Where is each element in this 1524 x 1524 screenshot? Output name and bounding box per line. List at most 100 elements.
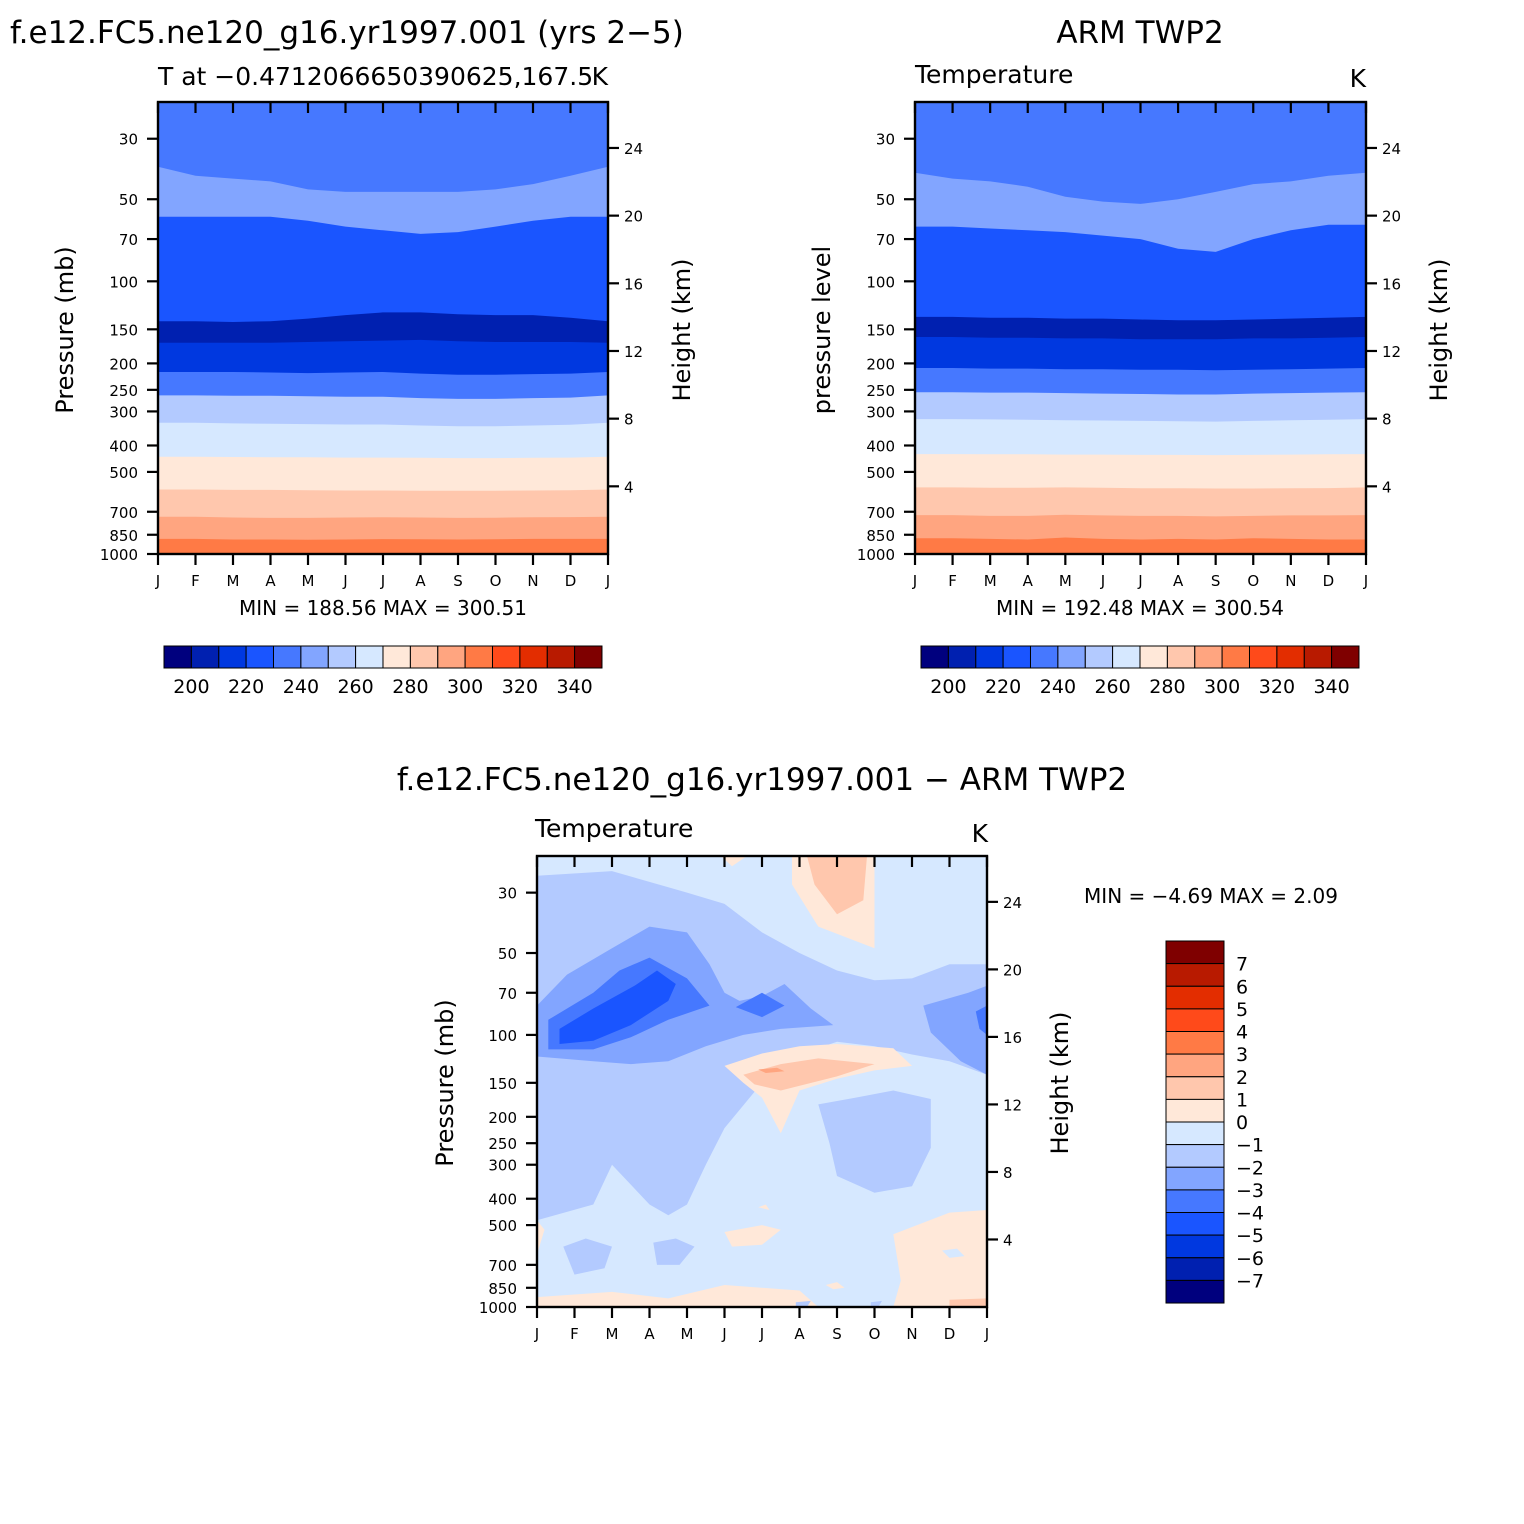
colorbar-box	[1276, 645, 1305, 669]
colorbar-label: 5	[1236, 999, 1248, 1021]
colorbar-label: −5	[1236, 1225, 1264, 1247]
y-tick-label: 70	[119, 231, 138, 249]
colorbar-box	[492, 645, 521, 669]
obs-panel-title: ARM TWP2	[1056, 15, 1223, 51]
y-right-tick-label: 12	[1382, 343, 1401, 361]
y-tick-label: 300	[109, 403, 138, 421]
y-tick-label: 700	[488, 1257, 517, 1275]
x-tick-label: N	[527, 572, 538, 590]
plot-field	[915, 102, 1366, 554]
y-tick-label: 30	[119, 131, 138, 149]
y-tick-label: 200	[488, 1109, 517, 1127]
x-tick-label: A	[644, 1325, 655, 1343]
x-tick-label: M	[227, 572, 240, 590]
y-tick-label: 500	[109, 464, 138, 482]
y-tick-label: 30	[876, 131, 895, 149]
colorbar-box	[437, 645, 466, 669]
colorbar-label: −4	[1236, 1203, 1264, 1225]
diff-panel-stats: MIN = −4.69 MAX = 2.09	[1084, 884, 1338, 908]
colorbar-box	[1165, 1008, 1225, 1033]
colorbar-label: 320	[502, 676, 538, 698]
x-tick-label: A	[415, 572, 426, 590]
model-panel-stats: MIN = 188.56 MAX = 300.51	[239, 596, 527, 620]
colorbar-label: 340	[556, 676, 592, 698]
contour-region	[949, 1298, 987, 1307]
x-tick-label: A	[1173, 572, 1184, 590]
colorbar-box	[1057, 645, 1086, 669]
model-panel-subtitle: T at −0.4712066650390625,167.5	[157, 62, 593, 91]
contour-region	[807, 856, 867, 915]
colorbar-label: 260	[337, 676, 373, 698]
colorbar-label: 4	[1236, 1022, 1248, 1044]
y-right-tick-label: 4	[1003, 1231, 1013, 1249]
contour-region	[743, 1058, 875, 1091]
colorbar-label: 6	[1236, 976, 1248, 998]
contour-region	[724, 1225, 781, 1247]
colorbar-box	[1194, 645, 1223, 669]
y-right-tick-label: 8	[1382, 411, 1392, 429]
x-tick-label: J	[984, 1325, 989, 1343]
y-tick-label: 500	[866, 464, 895, 482]
contour-region	[818, 1090, 931, 1193]
obs-panel-units: K	[1350, 64, 1367, 93]
y-tick-label: 500	[488, 1217, 517, 1235]
colorbar-box	[920, 645, 949, 669]
x-tick-label: J	[1137, 572, 1142, 590]
contour-region	[559, 970, 676, 1044]
x-tick-label: D	[565, 572, 577, 590]
colorbar-box	[546, 645, 576, 669]
colorbar-box	[1303, 645, 1333, 669]
model-panel-colorbar: 200 220 240 260 280 300 320 340	[163, 645, 603, 698]
colorbar-label: −6	[1236, 1248, 1264, 1270]
y-tick-label: 150	[109, 321, 138, 339]
colorbar-box	[382, 645, 411, 669]
x-tick-label: D	[1323, 572, 1335, 590]
x-tick-label: J	[342, 572, 347, 590]
y-tick-label: 100	[109, 273, 138, 291]
colorbar-box	[574, 645, 603, 669]
plot-field	[537, 856, 987, 1307]
y-right-tick-label: 24	[624, 140, 643, 158]
colorbar-box	[190, 645, 220, 669]
colorbar-box	[1221, 645, 1250, 669]
model-panel-units: K	[592, 62, 609, 91]
diff-panel-plot: J F M A M J J A S O N D J 30 50 70 100 150 200 250 300 400 500…	[479, 854, 1022, 1343]
contour-region	[735, 992, 785, 1018]
x-tick-label: M	[606, 1325, 619, 1343]
x-tick-label: J	[1363, 572, 1368, 590]
colorbar-label: 1	[1236, 1089, 1248, 1111]
colorbar-box	[1165, 1144, 1225, 1168]
colorbar-box	[1084, 645, 1114, 669]
contour-region	[975, 1005, 987, 1035]
diff-panel-title: f.e12.FC5.ne120_g16.yr1997.001 − ARM TWP…	[397, 762, 1127, 798]
colorbar-box	[273, 645, 302, 669]
y-tick-label: 70	[876, 231, 895, 249]
colorbar-label: 280	[392, 676, 428, 698]
y-tick-label: 50	[498, 945, 517, 963]
y-tick-label: 150	[488, 1075, 517, 1093]
x-tick-label: S	[1211, 572, 1221, 590]
plot-field	[158, 102, 608, 554]
x-tick-label: M	[1059, 572, 1072, 590]
colorbar-box	[245, 645, 274, 669]
colorbar-box	[1165, 1189, 1225, 1214]
colorbar-box	[355, 645, 384, 669]
model-panel-title: f.e12.FC5.ne120_g16.yr1997.001 (yrs 2−5)	[10, 15, 684, 51]
colorbar-label: −7	[1236, 1270, 1264, 1292]
colorbar-box	[1165, 1031, 1225, 1055]
colorbar-label: 240	[1040, 676, 1076, 698]
x-tick-label: S	[832, 1325, 842, 1343]
panel-model: f.e12.FC5.ne120_g16.yr1997.001 (yrs 2−5)…	[10, 15, 696, 698]
y-right-tick-label: 8	[624, 411, 634, 429]
x-tick-label: J	[534, 1325, 539, 1343]
contour-region	[758, 1204, 770, 1210]
y-right-tick-label: 4	[1382, 478, 1392, 496]
y-right-tick-label: 24	[1382, 140, 1401, 158]
colorbar-label: 300	[1204, 676, 1240, 698]
colorbar-box	[1165, 1053, 1225, 1078]
contour-band	[915, 537, 1366, 554]
x-tick-label: N	[906, 1325, 917, 1343]
colorbar-box	[519, 645, 548, 669]
y-tick-label: 300	[866, 403, 895, 421]
colorbar-label: 200	[173, 676, 209, 698]
